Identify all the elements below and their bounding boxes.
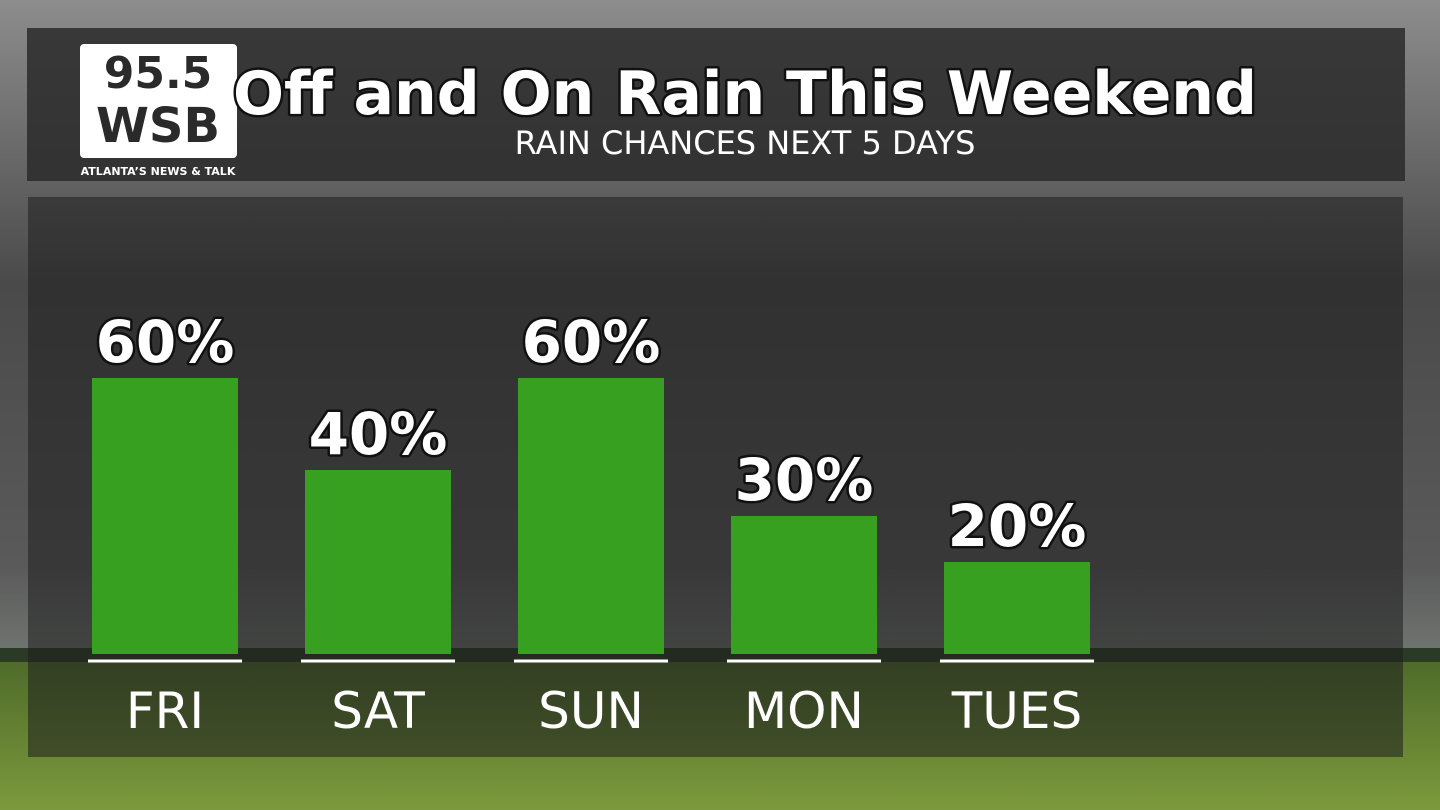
chart-title: Off and On Rain This Weekend	[233, 59, 1257, 129]
x-tick-label: SUN	[538, 682, 644, 740]
bar	[731, 516, 877, 654]
logo-box	[80, 44, 237, 158]
logo-tagline: ATLANTA’S NEWS & TALK	[81, 165, 236, 178]
logo-frequency: 95.5	[104, 48, 213, 99]
chart-panel	[28, 197, 1403, 757]
value-label: 20%	[948, 492, 1087, 560]
bar	[92, 378, 238, 654]
logo-call-sign: WSB	[96, 98, 220, 154]
header-band	[27, 28, 1405, 181]
x-tick-label: MON	[744, 682, 864, 740]
x-tick-label: FRI	[126, 682, 204, 740]
chart-subtitle: RAIN CHANCES NEXT 5 DAYS	[515, 124, 976, 162]
bar	[305, 470, 451, 654]
value-label: 30%	[735, 446, 874, 514]
bar	[944, 562, 1090, 654]
x-tick-label: SAT	[331, 682, 425, 740]
x-tick-label: TUES	[951, 682, 1082, 740]
value-label: 60%	[96, 308, 235, 376]
value-label: 40%	[309, 400, 448, 468]
value-label: 60%	[522, 308, 661, 376]
bar	[518, 378, 664, 654]
